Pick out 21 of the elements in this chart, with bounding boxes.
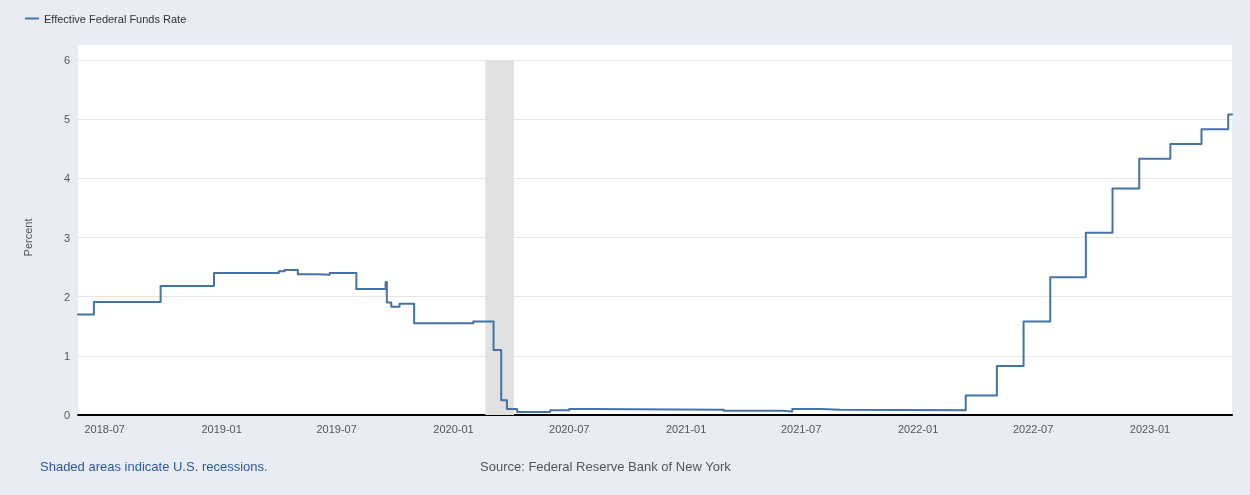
y-tick-label: 3 [63,231,70,244]
x-tick-label: 2019-01 [201,422,242,435]
y-tick-label: 2 [63,290,70,303]
x-tick-label: 2022-01 [897,422,939,435]
x-tick-label: 2020-07 [549,422,590,435]
x-tick-label: 2021-07 [780,422,822,435]
x-tick-label: 2020-01 [433,422,474,435]
x-tick-label: 2022-07 [1012,422,1054,435]
y-tick-label: 4 [63,172,70,185]
x-tick-label: 2018-07 [84,422,125,435]
x-tick-label: 2023-01 [1129,422,1171,435]
y-tick-label: 0 [63,409,70,421]
y-tick-label: 5 [63,113,70,126]
text: Shaded areas indicate U.S. recessions. [40,459,268,474]
y-axis-title: Percent [21,218,34,257]
y-tick-label: 6 [63,54,70,66]
y-tick-label: 1 [63,349,70,362]
source-note: Source: Federal Reserve Bank of New York [480,459,732,474]
legend-label: Effective Federal Funds Rate [44,12,187,25]
x-tick-label: 2019-07 [316,422,357,435]
x-tick-label: 2021-01 [665,422,707,435]
